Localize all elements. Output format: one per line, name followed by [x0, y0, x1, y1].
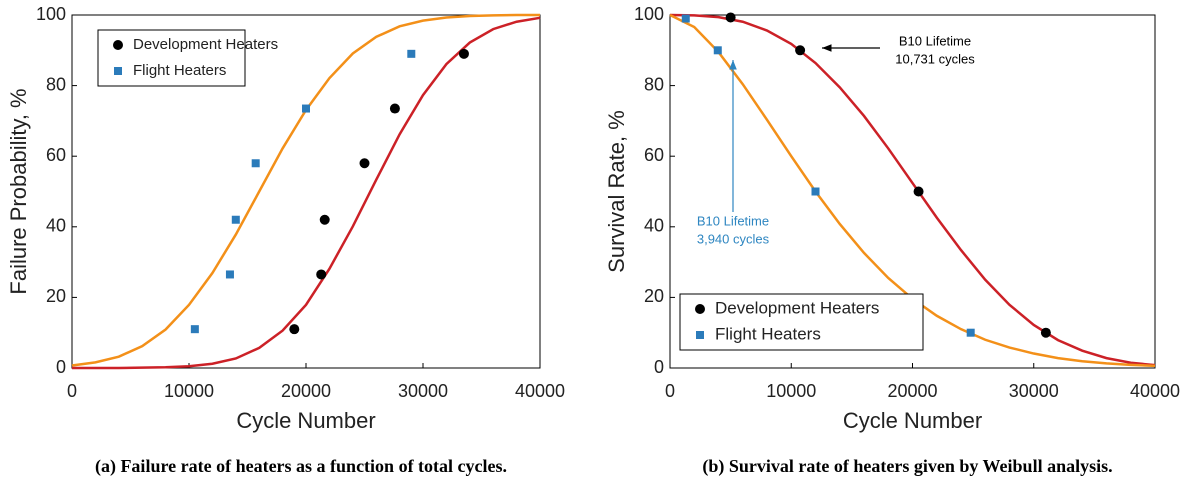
x-tick-label: 40000	[1130, 381, 1180, 401]
y-axis-label: Failure Probability, %	[6, 88, 31, 294]
y-tick-label: 40	[46, 216, 66, 236]
legend-label: Flight Heaters	[715, 324, 821, 343]
legend-marker	[113, 40, 123, 50]
data-point	[225, 270, 234, 279]
y-tick-label: 60	[644, 145, 664, 165]
legend-box	[679, 293, 924, 351]
curve	[669, 13, 1156, 367]
y-tick-label: 100	[634, 4, 664, 24]
x-axis-label: Cycle Number	[236, 408, 375, 433]
y-axis-label: Survival Rate, %	[604, 110, 629, 273]
legend-label: Flight Heaters	[133, 62, 226, 79]
data-point	[251, 159, 260, 168]
data-point	[316, 269, 327, 280]
data-point	[811, 187, 820, 196]
data-point	[389, 103, 400, 114]
annotation-text: B10 Lifetime	[697, 213, 769, 228]
y-tick-label: 60	[46, 145, 66, 165]
x-axis-label: Cycle Number	[843, 408, 982, 433]
legend-marker	[695, 304, 705, 314]
data-point	[913, 186, 924, 197]
data-point	[319, 214, 330, 225]
data-point	[302, 104, 310, 113]
data-point	[190, 325, 199, 334]
legend-marker	[114, 67, 122, 75]
data-point	[966, 328, 975, 337]
y-tick-label: 0	[56, 357, 66, 377]
legend-label: Development Heaters	[715, 298, 879, 317]
x-tick-label: 30000	[398, 381, 448, 401]
y-tick-label: 20	[644, 286, 664, 306]
data-point	[681, 14, 690, 23]
annotation-text: 10,731 cycles	[895, 51, 975, 66]
legend-label: Development Heaters	[133, 36, 278, 53]
data-point	[1040, 327, 1051, 338]
y-tick-label: 40	[644, 216, 664, 236]
caption: (a) Failure rate of heaters as a functio…	[95, 456, 507, 477]
x-tick-label: 0	[665, 381, 675, 401]
legend-box	[97, 29, 246, 87]
x-tick-label: 30000	[1009, 381, 1059, 401]
x-tick-label: 10000	[164, 381, 214, 401]
x-tick-label: 40000	[515, 381, 565, 401]
legend-marker	[696, 331, 704, 339]
annotation-text: 3,940 cycles	[697, 231, 770, 246]
data-point	[359, 158, 370, 169]
y-tick-label: 80	[46, 74, 66, 94]
chart-panel: 0 10000 20000 30000 40000 0 20 40 60 80 100 Cycle N…	[6, 4, 565, 477]
y-tick-label: 0	[654, 357, 664, 377]
x-tick-label: 10000	[766, 381, 816, 401]
x-tick-label: 0	[67, 381, 77, 401]
data-point	[231, 215, 240, 224]
caption: (b) Survival rate of heaters given by We…	[702, 456, 1112, 477]
chart-panel: 0 10000 20000 30000 40000 0 20 40 60 80 100 Cycle N…	[604, 4, 1180, 477]
data-point	[725, 12, 736, 23]
y-tick-label: 20	[46, 286, 66, 306]
data-point	[289, 324, 300, 335]
y-tick-label: 100	[36, 4, 66, 24]
x-tick-label: 20000	[887, 381, 937, 401]
annotation-text: B10 Lifetime	[899, 33, 971, 48]
y-tick-label: 80	[644, 74, 664, 94]
data-point	[458, 48, 469, 59]
data-point	[795, 45, 806, 56]
x-tick-label: 20000	[281, 381, 331, 401]
data-point	[713, 46, 722, 55]
data-point	[407, 49, 416, 58]
